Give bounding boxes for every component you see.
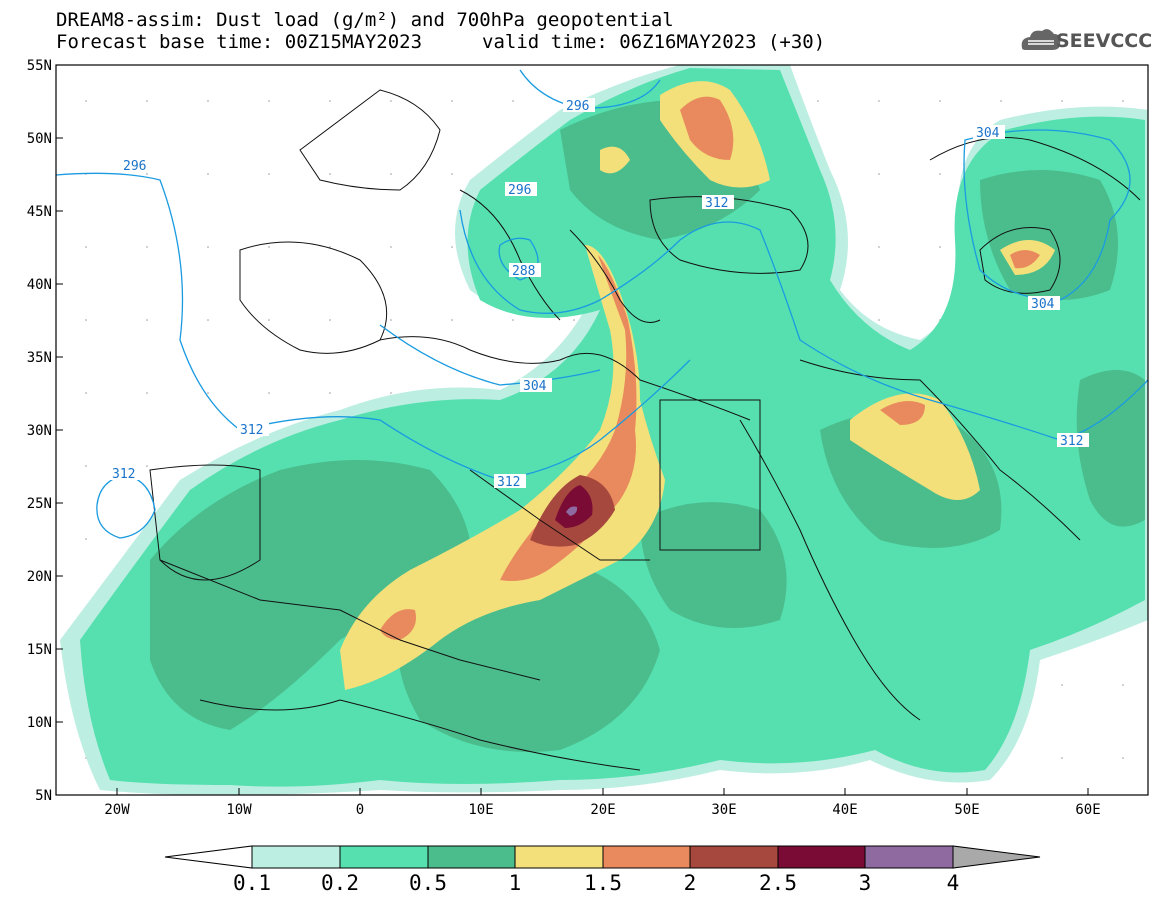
contour-label: 296: [123, 159, 146, 174]
colorbar-low-arrow: [164, 845, 253, 869]
lat-label: 55N: [27, 58, 52, 74]
colorbar-segment: [864, 845, 954, 869]
colorbar-segment: [689, 845, 779, 869]
contour-label: 296: [508, 183, 531, 198]
contour-label: 312: [705, 196, 728, 211]
logo-text: SEEVCCC: [1056, 30, 1153, 52]
cloud-logo-icon: [1021, 29, 1061, 50]
dust-map: 296 296 312 296 312 288 304 312 312 312 …: [27, 58, 1149, 869]
colorbar-label: 0.5: [409, 871, 447, 895]
dust-level-1: [340, 245, 665, 690]
dust-level-0.5: [150, 460, 472, 730]
colorbar-high-arrow: [952, 845, 1041, 869]
lon-label: 30E: [711, 802, 736, 818]
colorbar-segment: [427, 845, 516, 869]
colorbar-label: 2: [683, 871, 697, 895]
longitude-labels: 20W 10W 0 10E 20E 30E 40E 50E 60E: [104, 802, 1100, 818]
colorbar-label: 1: [508, 871, 522, 895]
colorbar-segment: [251, 845, 341, 869]
colorbar-segment: [514, 845, 604, 869]
lat-label: 5N: [35, 788, 52, 804]
contour-label: 312: [240, 423, 263, 438]
colorbar-label: 4: [946, 871, 960, 895]
lon-label: 10W: [226, 802, 252, 818]
colorbar-label: 0.2: [321, 871, 359, 895]
colorbar: [164, 845, 1041, 869]
lat-label: 10N: [27, 715, 52, 731]
map-title: DREAM8-assim: Dust load (g/m²) and 700hP…: [56, 9, 674, 31]
contour-label: 304: [976, 126, 1000, 141]
colorbar-segment: [777, 845, 866, 869]
lat-label: 25N: [27, 496, 52, 512]
base-time-label: Forecast base time: 00Z15MAY2023: [56, 31, 423, 53]
lon-label: 60E: [1075, 802, 1100, 818]
lon-label: 20E: [590, 802, 615, 818]
lon-label: 10E: [468, 802, 493, 818]
lat-label: 20N: [27, 569, 52, 585]
lon-label: 50E: [954, 802, 979, 818]
map-field: 296 296 312 296 312 288 304 312 312 312 …: [56, 65, 1148, 795]
coastlines: [149, 89, 1141, 771]
lat-label: 50N: [27, 131, 52, 147]
lat-label: 30N: [27, 423, 52, 439]
colorbar-label: 0.1: [233, 871, 271, 895]
contour-label: 304: [1031, 297, 1055, 312]
contour-label: 296: [566, 99, 589, 114]
lon-label: 20W: [104, 802, 130, 818]
colorbar-segment: [602, 845, 691, 869]
contour-label: 312: [1060, 434, 1083, 449]
dust-level-3: [566, 506, 578, 516]
colorbar-label: 1.5: [584, 871, 622, 895]
lat-label: 45N: [27, 204, 52, 220]
lat-label: 40N: [27, 277, 52, 293]
valid-time-label: valid time: 06Z16MAY2023 (+30): [482, 31, 826, 53]
lat-label: 15N: [27, 642, 52, 658]
contour-labels: 296 296 312 296 312 288 304 312 312 312 …: [109, 98, 1089, 490]
axis-ticks: [56, 64, 1089, 795]
contour-label: 288: [512, 264, 535, 279]
lat-label: 35N: [27, 350, 52, 366]
colorbar-label: 2.5: [759, 871, 797, 895]
contour-label: 312: [112, 467, 135, 482]
colorbar-segment: [339, 845, 429, 869]
contour-label: 304: [523, 379, 547, 394]
colorbar-label: 3: [858, 871, 872, 895]
lon-label: 0: [356, 802, 364, 818]
contour-label: 312: [497, 475, 520, 490]
lon-label: 40E: [832, 802, 857, 818]
latitude-labels: 55N 50N 45N 40N 35N 30N 25N 20N 15N 10N …: [27, 58, 52, 804]
dust-level-2.5: [555, 485, 593, 528]
